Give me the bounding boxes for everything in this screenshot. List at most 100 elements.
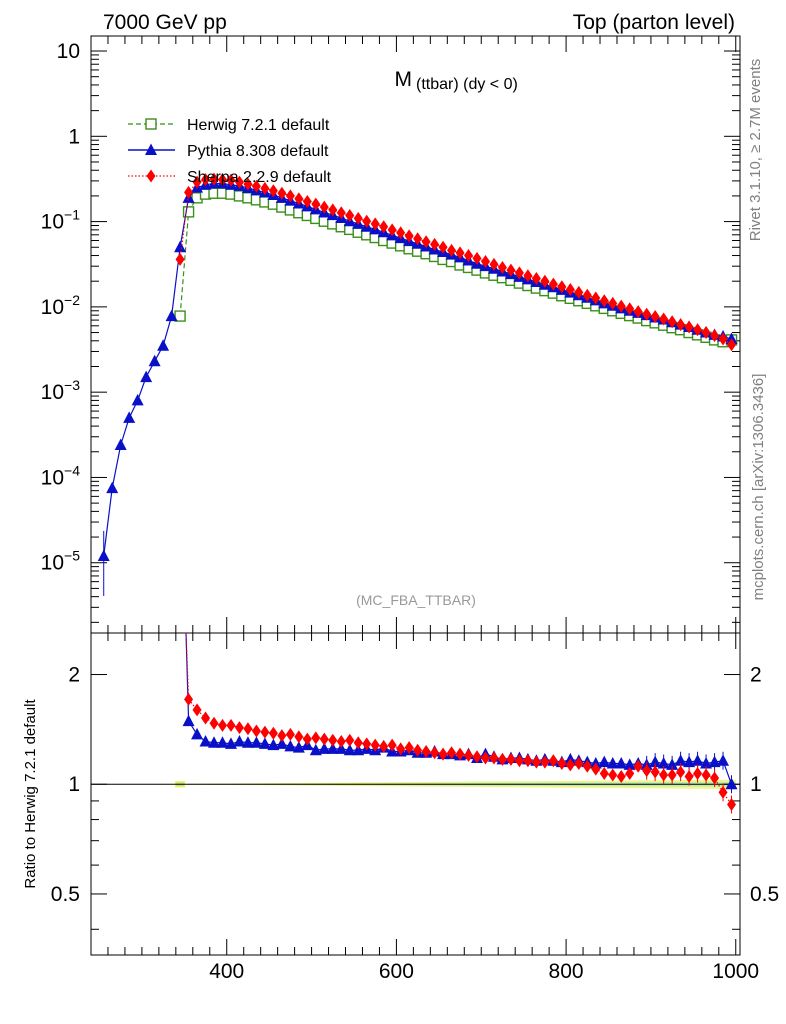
data-point-sherpa (379, 220, 389, 234)
data-point-sherpa (727, 338, 737, 352)
ratio-point-pythia (649, 755, 662, 768)
ratio-point-pythia (335, 742, 348, 754)
ratio-y-axis-label: Ratio to Herwig 7.2.1 default (22, 699, 39, 889)
ratio-point-sherpa (497, 752, 507, 766)
main-y-tick-label: 10−2 (41, 292, 81, 319)
ratio-series-group (182, 632, 738, 814)
ratio-y-tick-label-right: 1 (750, 773, 762, 796)
ratio-point-pythia (258, 737, 271, 749)
plot-title-sub: (ttbar) (dy < 0) (416, 76, 518, 93)
rivet-version-label: Rivet 3.1.10, ≥ 2.7M events (747, 59, 764, 242)
data-point-sherpa (243, 177, 253, 191)
ratio-point-pythia (606, 757, 619, 769)
ratio-point-pythia (657, 757, 670, 769)
data-point-sherpa (676, 318, 686, 332)
ratio-line-sherpa (185, 632, 732, 805)
data-point-sherpa (497, 260, 507, 274)
data-point-sherpa (718, 332, 728, 346)
ratio-point-pythia (267, 738, 280, 751)
data-point-sherpa (531, 272, 541, 286)
ratio-point-pythia (326, 742, 339, 754)
data-point-sherpa (480, 255, 490, 269)
ratio-point-pythia (199, 735, 212, 747)
ratio-point-sherpa (514, 754, 524, 768)
data-point-sherpa (693, 323, 703, 337)
header-right-label: Top (parton level) (573, 11, 735, 34)
data-point-sherpa (311, 197, 321, 211)
ratio-point-pythia (182, 714, 195, 727)
data-point-sherpa (582, 288, 592, 302)
ratio-series-sherpa (184, 632, 737, 814)
data-point-sherpa (285, 189, 295, 203)
data-point-sherpa (387, 223, 397, 237)
ratio-point-sherpa (379, 739, 389, 753)
ratio-point-sherpa (285, 727, 295, 741)
data-point-sherpa (362, 214, 372, 228)
ratio-point-pythia (666, 758, 679, 770)
data-point-sherpa (710, 329, 720, 343)
ratio-point-pythia (700, 757, 713, 769)
x-tick-label: 400 (209, 960, 244, 983)
x-tick-label: 1000 (712, 960, 759, 983)
x-tick-labels: 400 600 800 1000 (209, 960, 759, 983)
data-point-herwig (174, 310, 186, 322)
ratio-point-sherpa (260, 725, 270, 739)
legend-label-pythia: Pythia 8.308 default (187, 143, 329, 160)
ratio-point-sherpa (336, 735, 346, 749)
data-point-sherpa (565, 282, 575, 296)
main-y-tick-label: 1 (68, 125, 80, 148)
ratio-point-sherpa (591, 762, 601, 776)
data-point-sherpa (438, 240, 448, 254)
ratio-point-sherpa (625, 767, 635, 781)
data-point-pythia (157, 339, 170, 351)
ratio-point-sherpa (599, 767, 609, 781)
data-point-pythia (174, 240, 187, 253)
main-y-tick-label: 10−3 (41, 377, 81, 404)
ratio-point-pythia (250, 736, 263, 748)
data-point-pythia (165, 309, 178, 322)
data-point-sherpa (616, 299, 626, 313)
data-point-sherpa (447, 243, 457, 257)
main-y-tick-labels: 10−5 10−4 10−3 10−2 10−1 1 10 (41, 40, 81, 575)
ratio-point-sherpa (362, 737, 372, 751)
data-point-pythia (97, 549, 110, 561)
ratio-axis-ticks (91, 633, 740, 955)
data-point-sherpa (464, 249, 474, 263)
data-point-sherpa (684, 320, 694, 334)
ratio-point-sherpa (328, 733, 338, 747)
data-point-sherpa (659, 312, 669, 326)
ratio-point-pythia (216, 736, 229, 748)
data-point-sherpa (472, 251, 482, 265)
ratio-point-pythia (275, 737, 288, 749)
main-series-group (97, 172, 738, 596)
main-axis-ticks (91, 36, 740, 633)
ratio-plot-frame (90, 632, 741, 956)
data-point-sherpa (489, 257, 499, 271)
ratio-point-pythia (598, 755, 611, 768)
ratio-point-pythia (318, 742, 331, 754)
data-point-pythia (123, 411, 136, 423)
ratio-point-sherpa (540, 755, 550, 769)
ratio-point-sherpa (455, 747, 465, 761)
ratio-y-tick-label-right: 2 (750, 664, 762, 687)
data-point-sherpa (404, 229, 414, 243)
ratio-point-sherpa (268, 726, 278, 740)
ratio-point-sherpa (633, 759, 643, 773)
header-left-label: 7000 GeV pp (103, 11, 227, 34)
ratio-point-sherpa (243, 722, 253, 736)
ratio-point-pythia (725, 777, 738, 790)
ratio-point-pythia (233, 735, 246, 747)
data-point-sherpa (345, 208, 355, 222)
ratio-point-sherpa (710, 771, 720, 785)
ratio-point-sherpa (438, 747, 448, 761)
ratio-point-sherpa (209, 716, 219, 730)
ratio-point-sherpa (421, 744, 431, 758)
ratio-point-pythia (615, 757, 628, 769)
data-point-sherpa (548, 277, 558, 291)
data-point-sherpa (294, 192, 304, 206)
legend-marker-pythia (145, 143, 157, 155)
data-point-sherpa (506, 263, 516, 277)
ratio-point-pythia (717, 754, 730, 766)
ratio-point-sherpa (684, 770, 694, 784)
